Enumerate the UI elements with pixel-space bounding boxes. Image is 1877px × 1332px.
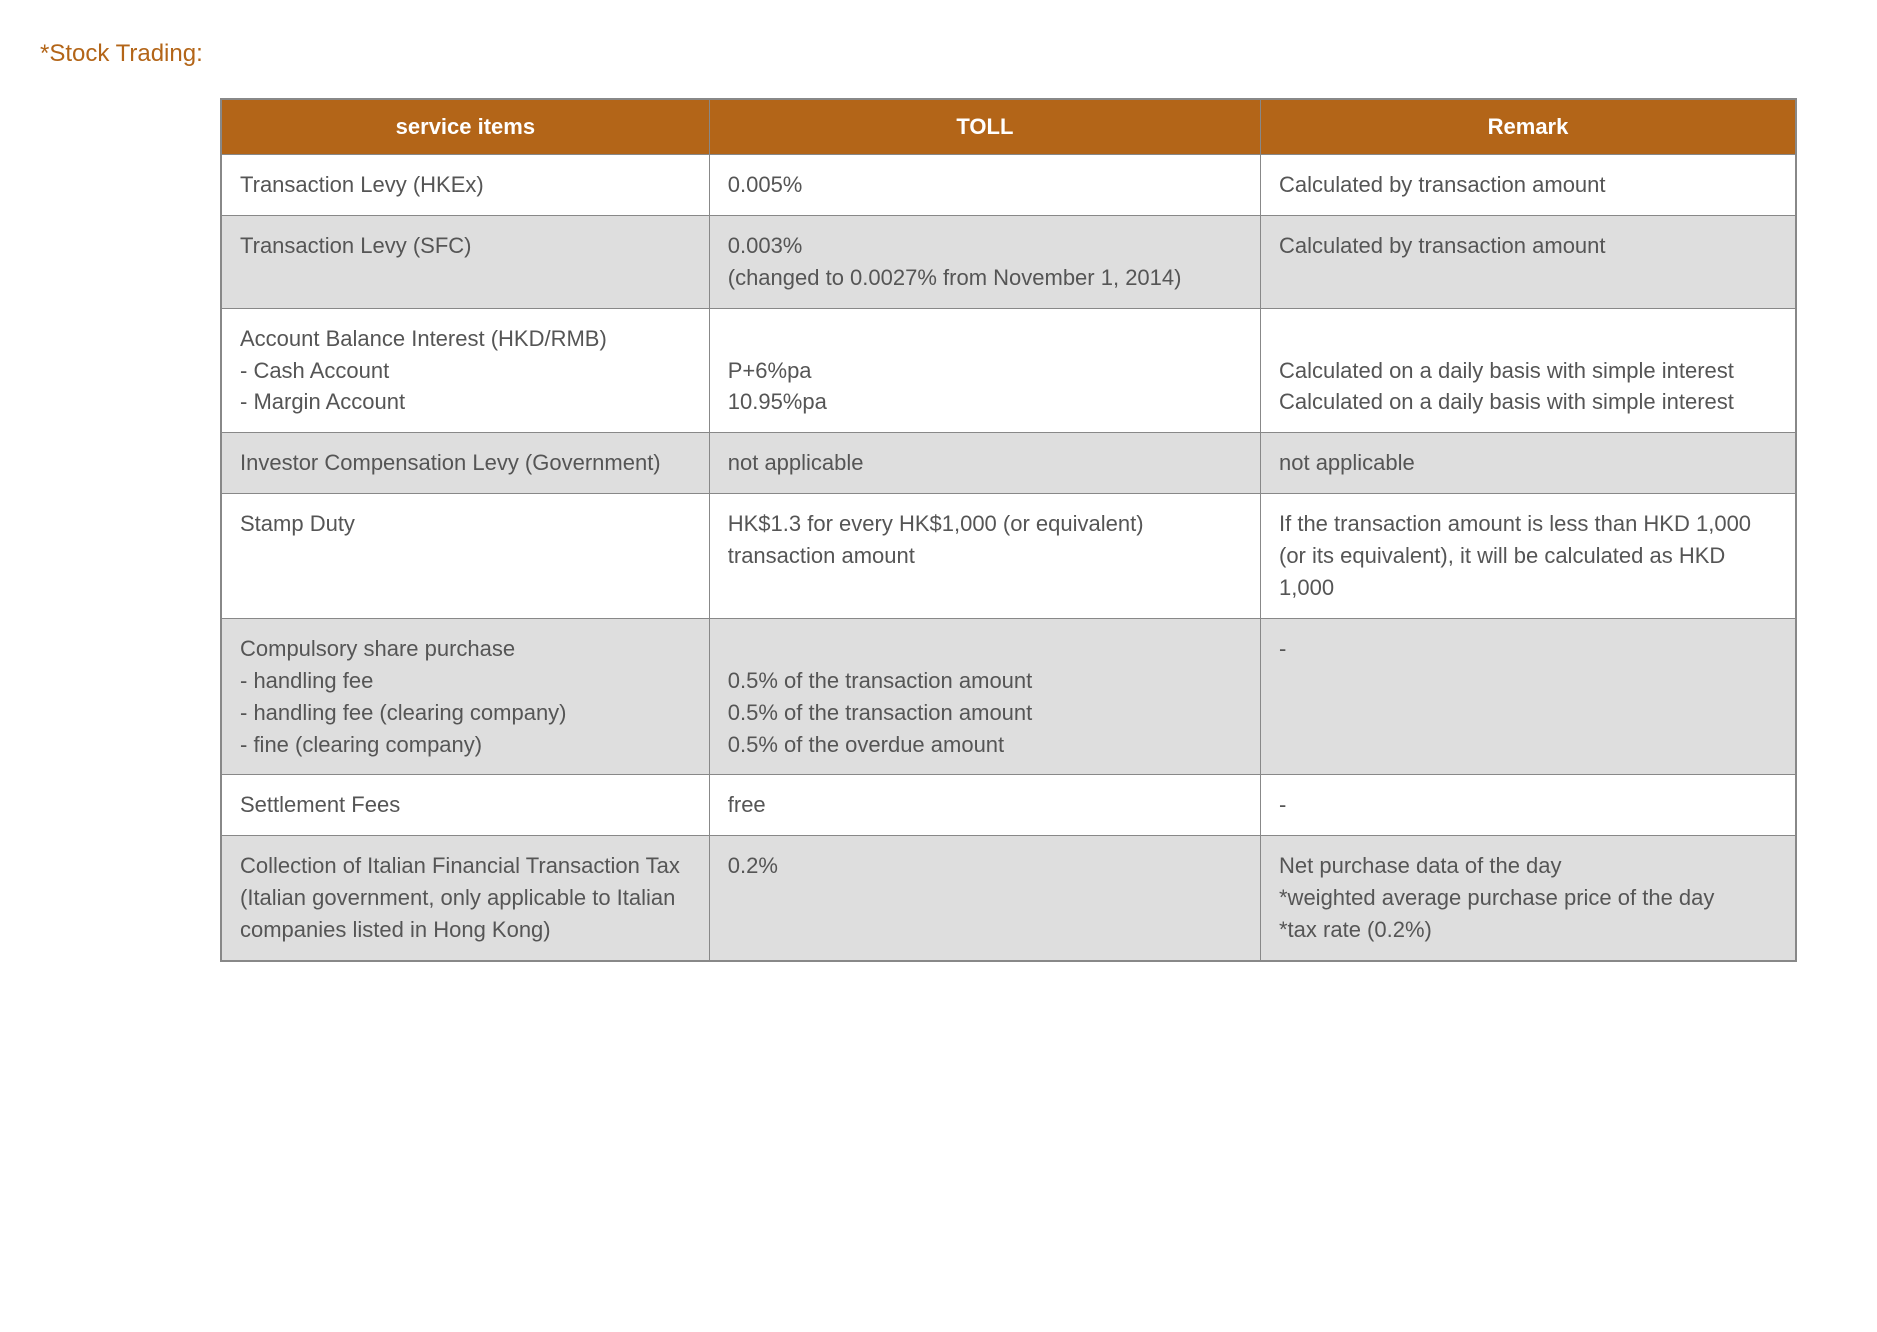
cell-remark: Net purchase data of the day *weighted a… — [1261, 836, 1797, 961]
cell-toll: 0.003% (changed to 0.0027% from November… — [709, 215, 1260, 308]
header-remark: Remark — [1261, 99, 1797, 155]
table-row: Compulsory share purchase - handling fee… — [221, 618, 1796, 775]
cell-service: Transaction Levy (SFC) — [221, 215, 709, 308]
cell-toll: HK$1.3 for every HK$1,000 (or equivalent… — [709, 494, 1260, 619]
page-title: *Stock Trading: — [40, 40, 1837, 68]
table-row: Collection of Italian Financial Transact… — [221, 836, 1796, 961]
cell-remark: - — [1261, 618, 1797, 775]
header-service-items: service items — [221, 99, 709, 155]
table-body: Transaction Levy (HKEx) 0.005% Calculate… — [221, 155, 1796, 962]
cell-remark: not applicable — [1261, 433, 1797, 494]
table-row: Transaction Levy (SFC) 0.003% (changed t… — [221, 215, 1796, 308]
cell-remark: Calculated by transaction amount — [1261, 215, 1797, 308]
header-toll: TOLL — [709, 99, 1260, 155]
cell-toll: 0.2% — [709, 836, 1260, 961]
table-row: Settlement Fees free - — [221, 775, 1796, 836]
table-row: Investor Compensation Levy (Government) … — [221, 433, 1796, 494]
cell-service: Account Balance Interest (HKD/RMB) - Cas… — [221, 308, 709, 433]
cell-service: Stamp Duty — [221, 494, 709, 619]
cell-remark: Calculated by transaction amount — [1261, 155, 1797, 216]
table-header-row: service items TOLL Remark — [221, 99, 1796, 155]
fees-table: service items TOLL Remark Transaction Le… — [220, 98, 1797, 962]
table-row: Stamp Duty HK$1.3 for every HK$1,000 (or… — [221, 494, 1796, 619]
cell-remark: - — [1261, 775, 1797, 836]
cell-toll: 0.5% of the transaction amount 0.5% of t… — [709, 618, 1260, 775]
cell-service: Investor Compensation Levy (Government) — [221, 433, 709, 494]
fees-table-container: service items TOLL Remark Transaction Le… — [220, 98, 1797, 962]
cell-remark: If the transaction amount is less than H… — [1261, 494, 1797, 619]
cell-service: Compulsory share purchase - handling fee… — [221, 618, 709, 775]
table-row: Transaction Levy (HKEx) 0.005% Calculate… — [221, 155, 1796, 216]
table-row: Account Balance Interest (HKD/RMB) - Cas… — [221, 308, 1796, 433]
cell-service: Settlement Fees — [221, 775, 709, 836]
cell-remark: Calculated on a daily basis with simple … — [1261, 308, 1797, 433]
cell-service: Transaction Levy (HKEx) — [221, 155, 709, 216]
cell-toll: free — [709, 775, 1260, 836]
cell-toll: P+6%pa 10.95%pa — [709, 308, 1260, 433]
cell-service: Collection of Italian Financial Transact… — [221, 836, 709, 961]
cell-toll: 0.005% — [709, 155, 1260, 216]
cell-toll: not applicable — [709, 433, 1260, 494]
